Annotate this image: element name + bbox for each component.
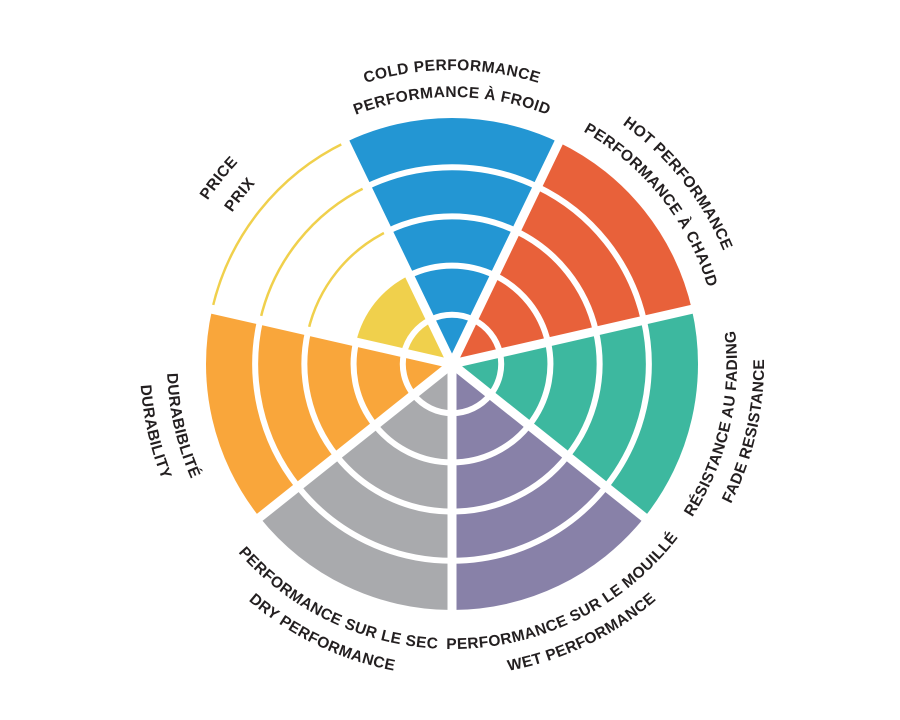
sector-wet-performance: [451, 364, 645, 610]
ring-separator-arc: [365, 164, 539, 190]
sector-dry-performance: [259, 364, 453, 610]
sector-divider-line: [447, 137, 565, 366]
sector-hot-performance: [452, 142, 692, 364]
ring-separator-arc: [536, 183, 647, 321]
unfilled-ring-outline-arc: [210, 141, 346, 310]
sector-divider-line: [339, 137, 457, 366]
sector-wedge-cold-performance: [345, 117, 559, 364]
ring-separator-arc: [386, 213, 518, 234]
ring-separator-arc: [603, 319, 652, 489]
unfilled-ring-outline-arc: [306, 229, 389, 332]
ring-separator-arc: [334, 454, 453, 515]
sector-divider-line: [208, 304, 454, 369]
ring-separator-arc: [408, 262, 496, 279]
sector-label-en-cold-performance: COLD PERFORMANCE: [362, 57, 543, 87]
sector-wedge-durability: [206, 309, 452, 518]
ring-separator-arc: [451, 484, 609, 564]
sector-wedge-fade-resistance: [452, 309, 698, 518]
sector-label-fr-cold-performance: PERFORMANCE À FROID: [351, 84, 553, 119]
sector-divider-line: [254, 360, 455, 523]
sector-cold-performance: [345, 117, 559, 364]
ring-separator-arc: [451, 454, 570, 515]
ring-separator-arc: [252, 319, 301, 489]
ring-separator-arc: [295, 484, 453, 564]
sector-durability: [206, 309, 452, 518]
ring-separator-arc: [514, 228, 599, 332]
ring-separator-arc: [372, 423, 453, 466]
sector-divider-line: [450, 304, 696, 369]
ring-separator-arc: [493, 272, 551, 343]
ring-separator-arc: [451, 423, 532, 466]
unfilled-ring-outline-arc: [258, 185, 368, 321]
sector-wedge-wet-performance: [452, 364, 645, 610]
ring-separator-arc: [565, 330, 603, 458]
ring-separator-arc: [526, 341, 554, 428]
sector-divider-line: [449, 360, 650, 523]
ring-separator-arc: [301, 330, 339, 458]
sector-wedge-price: [356, 275, 452, 364]
sector-wedge-hot-performance: [452, 142, 692, 364]
ring-separator-arc: [350, 341, 378, 428]
sector-wedge-dry-performance: [259, 364, 452, 610]
